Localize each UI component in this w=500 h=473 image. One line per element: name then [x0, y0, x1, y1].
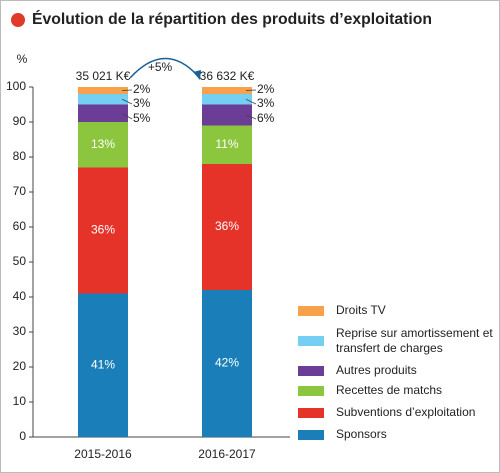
y-tick-label: 60	[13, 219, 27, 233]
bar-segment	[78, 293, 128, 437]
leader-line	[121, 98, 133, 105]
legend-item: Sponsors	[298, 427, 496, 442]
bar-segment	[202, 94, 252, 105]
legend-item: Reprise sur amortissement et transfert d…	[298, 326, 496, 356]
value-label: 2%	[133, 82, 151, 96]
legend-swatch	[298, 336, 324, 346]
value-label: 36%	[215, 219, 239, 233]
bar-segment	[202, 290, 252, 437]
value-label: 2%	[257, 82, 275, 96]
arrow-head	[193, 70, 201, 80]
value-label: 36%	[91, 223, 115, 237]
legend-label: Sponsors	[336, 427, 387, 441]
legend-label: Reprise sur amortissement et transfert d…	[336, 326, 493, 355]
value-label: 3%	[133, 96, 151, 110]
value-label: 3%	[257, 96, 275, 110]
legend-label: Droits TV	[336, 303, 386, 317]
legend-label: Recettes de matchs	[336, 383, 443, 397]
y-axis-label: %	[17, 52, 28, 66]
bar-segment	[202, 87, 252, 94]
legend-swatch	[298, 429, 324, 440]
total-label: 36 632 K€	[200, 69, 255, 83]
legend-item: Droits TV	[298, 303, 496, 318]
value-label: 41%	[91, 357, 115, 371]
bar-segment	[202, 125, 252, 164]
y-tick-label: 40	[13, 289, 27, 303]
legend-item: Recettes de matchs	[298, 383, 496, 398]
bar-segment	[78, 167, 128, 294]
bar-segment	[202, 104, 252, 126]
y-tick-label: 30	[13, 324, 27, 338]
legend-item: Subventions d’exploitation	[298, 405, 496, 420]
bar-segment	[78, 104, 128, 122]
leader-line	[245, 114, 257, 120]
y-tick-label: 0	[19, 429, 26, 443]
legend-label: Autres produits	[336, 363, 417, 377]
value-label: 5%	[133, 111, 151, 125]
bar-segment	[78, 122, 128, 168]
legend-swatch	[298, 305, 324, 316]
value-label: 6%	[257, 111, 275, 125]
y-tick-label: 80	[13, 149, 27, 163]
growth-annotation: +5%	[148, 60, 173, 74]
y-tick-label: 70	[13, 184, 27, 198]
y-tick-label: 90	[13, 114, 27, 128]
leader-line	[121, 89, 133, 91]
bar-segment	[78, 94, 128, 105]
legend-swatch	[298, 365, 324, 376]
y-tick-label: 20	[13, 359, 27, 373]
leader-line	[121, 112, 133, 120]
y-tick-label: 50	[13, 254, 27, 268]
bar-segment	[202, 164, 252, 290]
growth-arrow	[129, 57, 199, 79]
chart-title: Évolution de la répartition des produits…	[32, 9, 432, 28]
legend-swatch	[298, 407, 324, 418]
value-label: 42%	[215, 356, 239, 370]
value-label: 11%	[215, 137, 238, 151]
x-tick-label: 2016-2017	[198, 447, 256, 461]
x-tick-label: 2015-2016	[74, 447, 132, 461]
leader-line	[245, 89, 257, 91]
total-label: 35 021 K€	[76, 69, 131, 83]
leader-line	[245, 98, 257, 105]
legend-label: Subventions d’exploitation	[336, 405, 476, 419]
bar-segment	[78, 87, 128, 94]
legend-item: Autres produits	[298, 363, 496, 378]
legend-swatch	[298, 385, 324, 396]
value-label: 13%	[91, 137, 115, 151]
title-icon	[11, 13, 25, 27]
y-tick-label: 100	[6, 79, 26, 93]
y-tick-label: 10	[13, 394, 27, 408]
